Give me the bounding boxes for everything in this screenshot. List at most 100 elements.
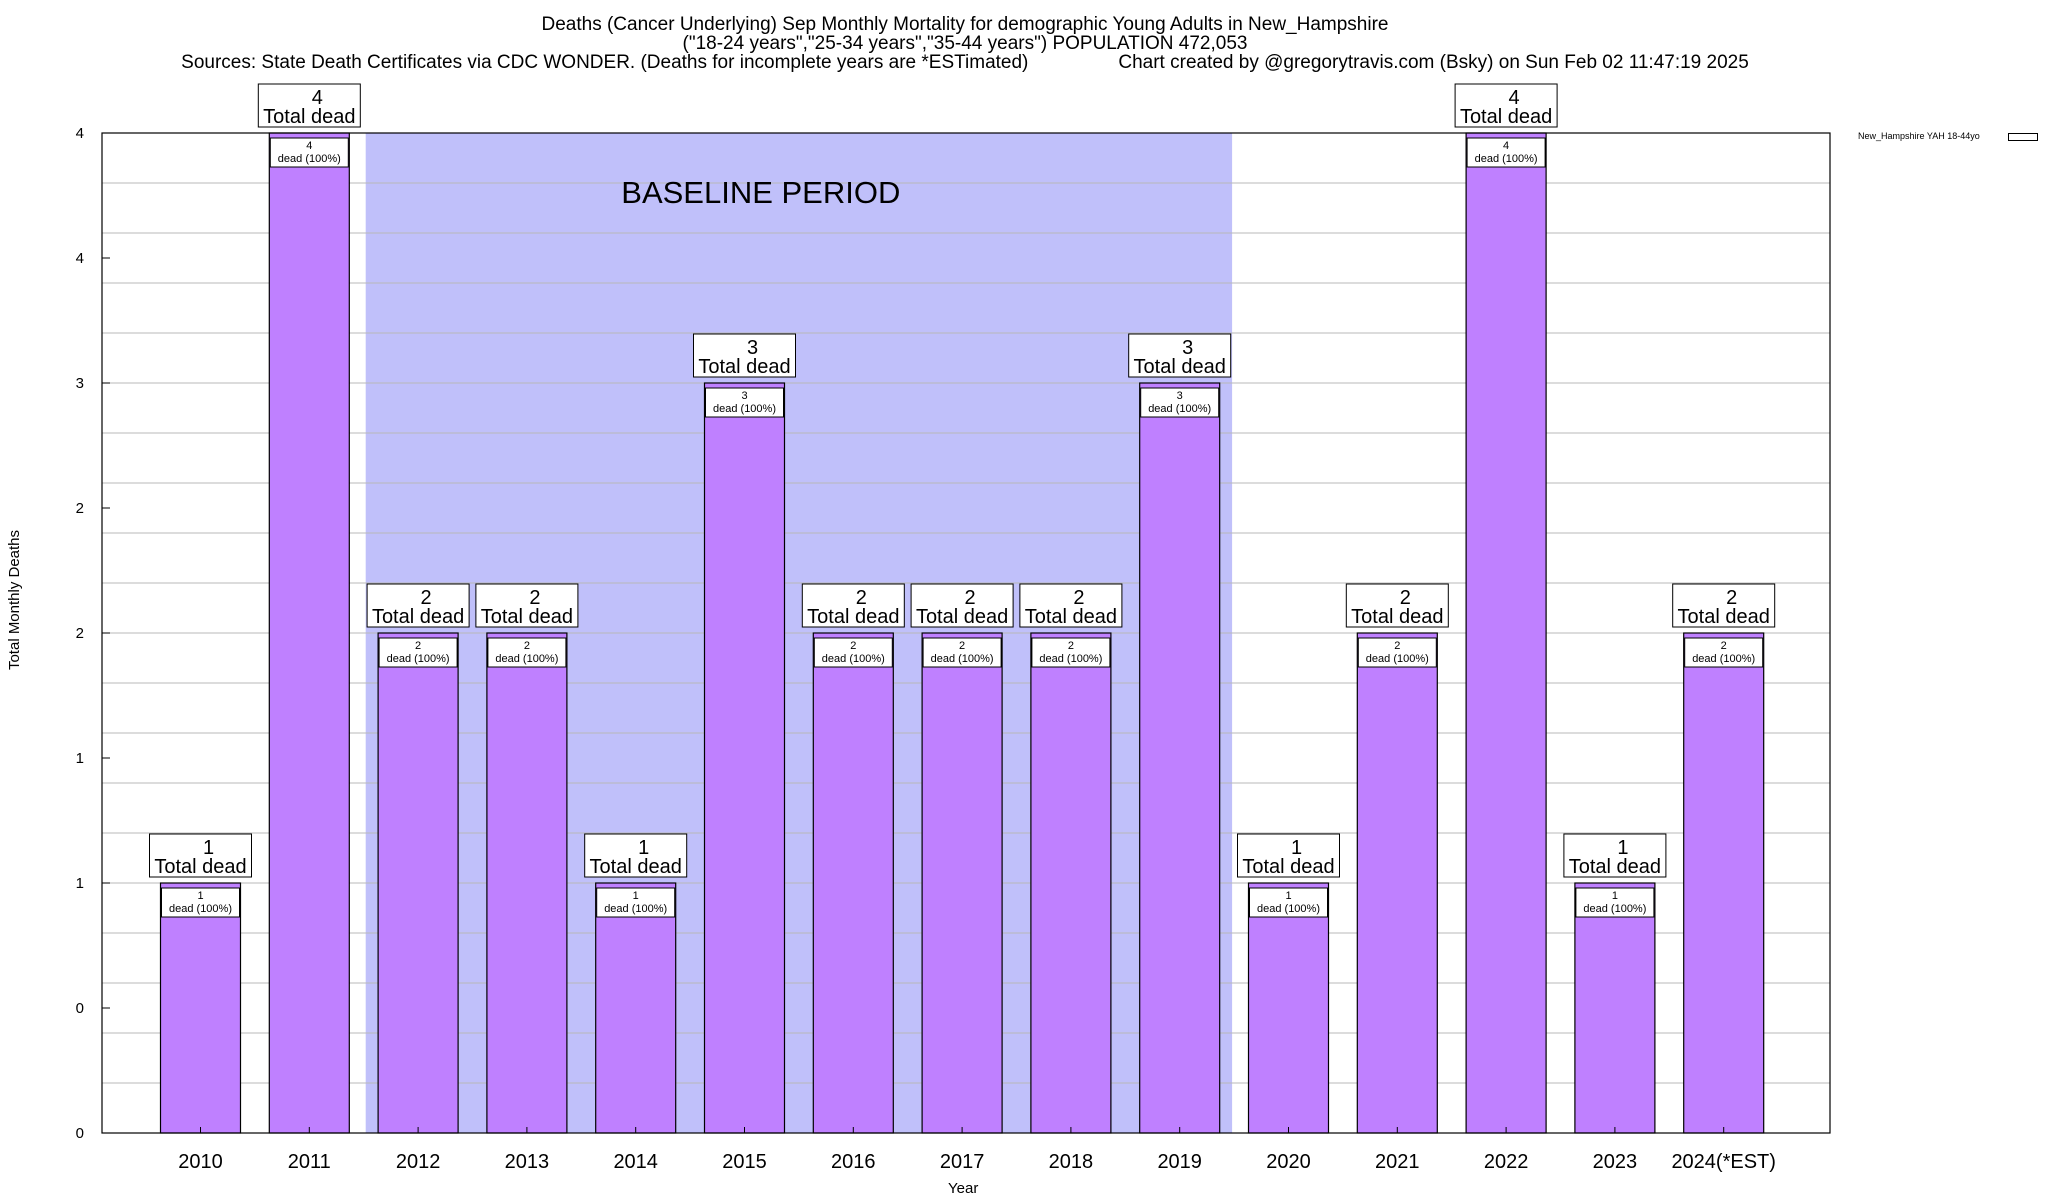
bar (595, 882, 677, 1134)
inner-label-count: 2 (415, 640, 421, 652)
total-label-box (475, 583, 579, 628)
inner-label-count: 2 (959, 640, 965, 652)
inner-label-count: 1 (197, 890, 203, 902)
inner-label-count: 3 (1177, 390, 1183, 402)
inner-label-count: 1 (633, 890, 639, 902)
bar (1356, 632, 1438, 1134)
inner-label-box (161, 887, 240, 918)
x-tick-label: 2015 (722, 1151, 767, 1173)
x-tick-label: 2011 (288, 1151, 331, 1173)
x-tick-label: 2019 (1157, 1151, 1202, 1173)
x-tick-label: 2012 (396, 1151, 441, 1173)
total-label-text: Total dead (1134, 356, 1226, 378)
total-label-count: 3 (1182, 337, 1193, 359)
total-label-box (1454, 83, 1558, 128)
bar (377, 632, 459, 1134)
inner-label-count: 3 (741, 390, 747, 402)
bar (921, 632, 1003, 1134)
x-tick-label: 2014 (613, 1151, 658, 1173)
inner-label-count: 4 (306, 140, 312, 152)
bar (1139, 382, 1221, 1134)
x-tick-label: 2020 (1266, 1151, 1311, 1173)
credit-text: Chart created by @gregorytravis.com (Bsk… (1118, 52, 1749, 73)
inner-label-text: dead (100%) (1039, 653, 1102, 665)
inner-label-box (813, 637, 893, 668)
total-label-count: 4 (1509, 87, 1520, 109)
chart-title: Deaths (Cancer Underlying) Sep Monthly M… (541, 14, 1389, 35)
inner-label-text: dead (100%) (495, 653, 558, 665)
y-tick-label: 0 (76, 1000, 84, 1017)
total-label-count: 1 (1291, 837, 1302, 859)
inner-label-text: dead (100%) (278, 153, 341, 165)
inner-label-text: dead (100%) (604, 903, 667, 915)
total-label-count: 4 (312, 87, 323, 109)
chart-subtitle: ("18-24 years","25-34 years","35-44 year… (682, 33, 1248, 54)
total-label-box (1019, 583, 1123, 628)
x-tick-label: 2016 (831, 1151, 876, 1173)
y-tick-label: 3 (76, 375, 84, 392)
y-tick-label: 1 (76, 750, 84, 767)
inner-label-text: dead (100%) (169, 903, 232, 915)
bar (159, 882, 242, 1134)
y-tick-label: 4 (76, 125, 84, 142)
total-label-text: Total dead (1025, 606, 1117, 628)
total-label-text: Total dead (807, 606, 899, 628)
x-tick-label: 2022 (1484, 1151, 1529, 1173)
bar (268, 132, 350, 1134)
bar (1683, 632, 1765, 1134)
inner-label-count: 1 (1612, 890, 1618, 902)
inner-label-box (1466, 137, 1546, 168)
x-tick-label: 2013 (505, 1151, 550, 1173)
legend-label: New_Hampshire YAH 18-44yo (1858, 131, 1980, 141)
bar (1247, 882, 1330, 1134)
bar (1574, 882, 1656, 1134)
total-label-box (693, 333, 796, 378)
total-label-box (366, 583, 470, 628)
inner-label-count: 2 (1068, 640, 1074, 652)
plot-border (101, 132, 1831, 1134)
total-label-text: Total dead (1678, 606, 1770, 628)
y-tick-label: 2 (76, 625, 84, 642)
inner-label-box (596, 887, 676, 918)
total-label-box (1237, 833, 1340, 878)
chart-sources-line: Sources: State Death Certificates via CD… (0, 52, 1930, 73)
total-label-box (801, 583, 905, 628)
inner-label-box (1031, 637, 1111, 668)
total-label-text: Total dead (916, 606, 1008, 628)
inner-label-box (378, 637, 458, 668)
total-label-box (1563, 833, 1667, 878)
total-label-text: Total dead (154, 856, 246, 878)
bar (812, 632, 894, 1134)
y-axis-label: Total Monthly Deaths (6, 529, 23, 671)
y-tick-label: 2 (76, 500, 84, 517)
inner-label-box (1140, 387, 1220, 418)
x-tick-label: 2024(*EST) (1671, 1151, 1776, 1173)
legend-swatch (2008, 133, 2038, 141)
total-label-text: Total dead (481, 606, 573, 628)
bar (1465, 132, 1547, 1134)
inner-label-count: 2 (850, 640, 856, 652)
total-label-text: Total dead (1351, 606, 1443, 628)
x-tick-label: 2021 (1375, 1151, 1420, 1173)
total-label-text: Total dead (698, 356, 790, 378)
total-label-box (149, 833, 252, 878)
total-label-text: Total dead (1569, 856, 1661, 878)
inner-label-box (705, 387, 784, 418)
total-label-text: Total dead (1242, 856, 1334, 878)
inner-label-text: dead (100%) (713, 403, 776, 415)
inner-label-text: dead (100%) (1583, 903, 1646, 915)
total-label-text: Total dead (1460, 106, 1552, 128)
inner-label-box (1575, 887, 1655, 918)
y-tick-label: 0 (76, 1125, 84, 1142)
bar (486, 632, 568, 1134)
inner-label-text: dead (100%) (1366, 653, 1429, 665)
x-tick-label: 2023 (1593, 1151, 1638, 1173)
inner-label-count: 1 (1285, 890, 1291, 902)
bar (703, 382, 786, 1134)
total-label-count: 2 (1073, 587, 1084, 609)
total-label-box (910, 583, 1014, 628)
inner-label-text: dead (100%) (1257, 903, 1320, 915)
inner-label-box (269, 137, 349, 168)
total-label-count: 2 (529, 587, 540, 609)
